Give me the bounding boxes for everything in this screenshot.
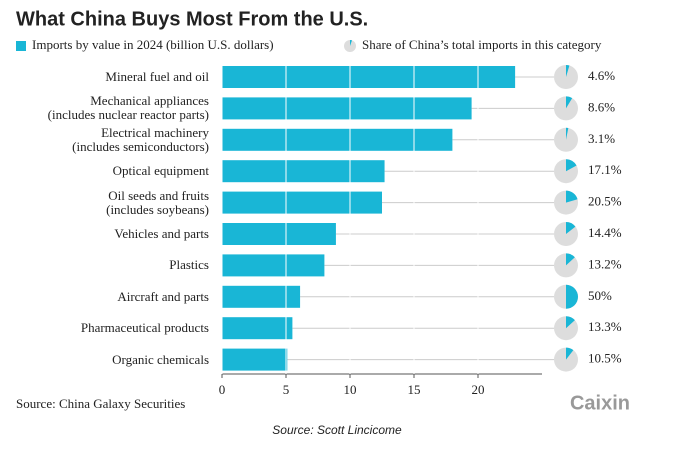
bar	[222, 348, 288, 371]
bar	[222, 223, 336, 245]
legend-swatch	[16, 41, 26, 51]
pie-slice	[566, 127, 569, 140]
x-tick-label: 5	[283, 382, 290, 397]
legend-label: Imports by value in 2024 (billion U.S. d…	[32, 37, 274, 52]
bar	[222, 254, 325, 277]
pie-slice	[566, 96, 573, 109]
category-label: Mechanical appliances (includes nuclear …	[47, 93, 209, 123]
source: Source: China Galaxy Securities	[16, 396, 185, 411]
chart-title: What China Buys Most From the U.S.	[16, 8, 368, 30]
pie-label: 13.3%	[588, 319, 622, 334]
category-label: Optical equipment	[112, 163, 209, 179]
pie-label: 50%	[588, 288, 612, 303]
legend-label: Share of China’s total imports in this c…	[362, 37, 602, 52]
pie-slice	[566, 65, 570, 77]
category-label: Vehicles and parts	[114, 226, 209, 241]
pie-label: 10.5%	[588, 351, 622, 366]
x-tick-label: 15	[408, 382, 421, 397]
pie-label: 14.4%	[588, 225, 622, 240]
pie-label: 8.6%	[588, 99, 615, 114]
caption: Source: Scott Lincicome	[272, 423, 402, 437]
pie-label: 13.2%	[588, 256, 622, 271]
category-label: Mineral fuel and oil	[105, 69, 209, 84]
pie-slice	[566, 222, 576, 234]
bar	[222, 66, 516, 88]
pie-slice	[566, 316, 575, 329]
bar	[222, 191, 382, 214]
pie-slice	[566, 190, 578, 203]
category-label: Pharmaceutical products	[80, 320, 209, 336]
bar	[222, 285, 301, 308]
bar	[222, 97, 472, 120]
pie-slice	[566, 159, 577, 172]
x-tick-label: 20	[472, 382, 485, 397]
category-label: Organic chemicals	[112, 351, 209, 367]
category-label: Oil seeds and fruits (includes soybeans)	[106, 187, 209, 217]
logo: Caixin	[570, 392, 630, 414]
legend-swatch	[350, 39, 352, 46]
pie-label: 3.1%	[588, 131, 615, 146]
category-label: Electrical machinery (includes semicondu…	[72, 124, 209, 154]
pie-slice	[566, 284, 578, 309]
bar	[222, 160, 385, 183]
category-label: Aircraft and parts	[117, 288, 209, 304]
x-tick-label: 10	[344, 382, 357, 397]
pie-label: 4.6%	[588, 68, 615, 83]
pie-label: 20.5%	[588, 194, 622, 209]
pie-label: 17.1%	[588, 162, 622, 177]
pie-slice	[566, 253, 575, 266]
category-label: Plastics	[169, 257, 209, 273]
bar	[222, 128, 453, 151]
pie-slice	[566, 347, 574, 360]
bar	[222, 317, 293, 340]
x-tick-label: 0	[219, 382, 226, 397]
